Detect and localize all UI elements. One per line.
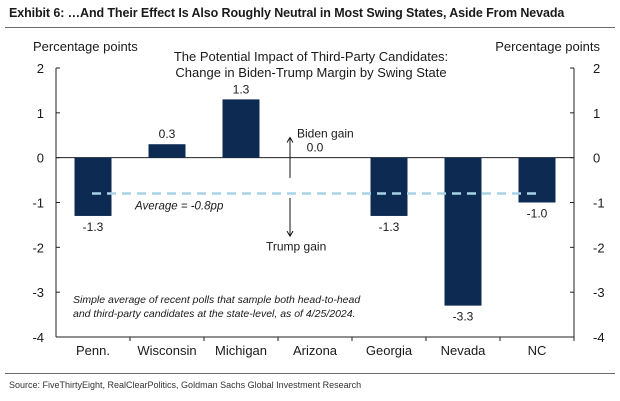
y-tick-label-right: 1	[593, 106, 600, 121]
down-arrow-head-icon	[286, 230, 294, 238]
x-tick-label: Wisconsin	[137, 343, 196, 358]
data-label: 0.3	[159, 127, 176, 141]
footer-divider	[5, 373, 615, 374]
x-tick-label: Georgia	[366, 343, 413, 358]
average-line: Average = -0.8pp	[92, 192, 541, 213]
bars: -1.3 0.3 1.3 0.0 -1.3 -3.3 -1.0	[74, 82, 556, 324]
bar-nc	[518, 157, 556, 203]
source-note: Source: FiveThirtyEight, RealClearPoliti…	[9, 380, 362, 390]
chart-title: The Potential Impact of Third-Party Cand…	[174, 49, 448, 64]
data-label: -1.3	[83, 220, 104, 234]
bar-michigan	[222, 99, 260, 158]
header-divider	[5, 27, 615, 28]
y-axis-label-right: Percentage points	[495, 39, 600, 54]
y-tick-label-left: -3	[32, 285, 44, 300]
bar-wisconsin	[148, 144, 186, 158]
data-label: -1.3	[379, 220, 400, 234]
x-tick-label: Penn.	[76, 343, 110, 358]
x-tick-label: NC	[528, 343, 547, 358]
bar-nevada	[444, 157, 482, 306]
note: Simple average of recent polls that samp…	[73, 294, 361, 320]
y-tick-label-left: 2	[37, 61, 44, 76]
note-line-2: and third-party candidates at the state-…	[73, 308, 356, 320]
y-tick-label-right: 0	[593, 151, 600, 166]
note-line-1: Simple average of recent polls that samp…	[73, 294, 361, 306]
y-tick-label-right: -4	[593, 330, 605, 345]
data-label: 0.0	[307, 141, 324, 155]
data-label: -1.0	[527, 207, 548, 221]
y-tick-label-left: -2	[32, 240, 44, 255]
y-tick-label-right: -1	[593, 196, 605, 211]
y-tick-label-left: 1	[37, 106, 44, 121]
exhibit-title: Exhibit 6: …And Their Effect Is Also Rou…	[9, 6, 565, 20]
y-tick-label-left: -1	[32, 196, 44, 211]
x-tick-label: Michigan	[215, 343, 267, 358]
average-label: Average = -0.8pp	[134, 201, 224, 213]
y-tick-label-right: -3	[593, 285, 605, 300]
y-tick-label-right: 2	[593, 61, 600, 76]
y-axis-label-left: Percentage points	[33, 39, 138, 54]
y-tick-label-left: -4	[32, 330, 44, 345]
annotations: Biden gain Trump gain	[266, 126, 354, 253]
bar-georgia	[370, 157, 408, 216]
y-tick-label-left: 0	[37, 151, 44, 166]
biden-gain-label: Biden gain	[297, 126, 354, 140]
data-label: -3.3	[453, 310, 474, 324]
data-label: 1.3	[233, 82, 250, 96]
axes: 2 2 1 1 0 0 -1 -1 -2 -2 -3 -3 -4 -4 Penn. Wisconsin Mich…	[32, 61, 604, 358]
x-tick-label: Arizona	[293, 343, 338, 358]
y-tick-label-right: -2	[593, 240, 605, 255]
bar-penn	[74, 157, 112, 216]
x-tick-label: Nevada	[441, 343, 487, 358]
trump-gain-label: Trump gain	[266, 240, 326, 254]
chart-subtitle: Change in Biden-Trump Margin by Swing St…	[175, 65, 446, 80]
up-arrow-head-icon	[286, 136, 294, 143]
